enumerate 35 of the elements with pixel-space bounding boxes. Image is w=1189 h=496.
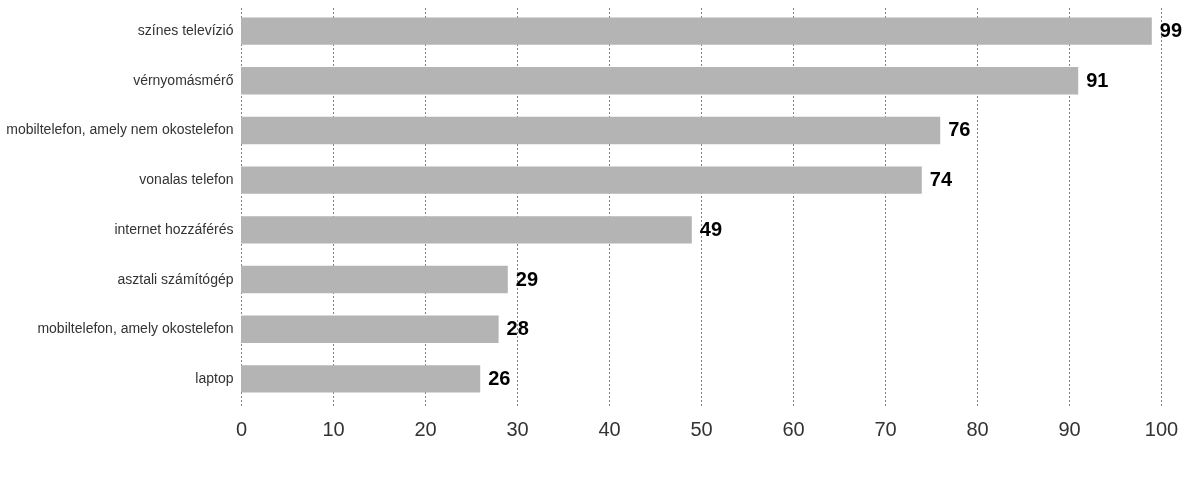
data-label: 26 (488, 366, 511, 389)
y-tick-label: mobiltelefon, amely okostelefon (37, 320, 234, 337)
y-tick-label: mobiltelefon, amely nem okostelefon (6, 121, 234, 138)
bar (241, 315, 499, 343)
x-tick-label: 50 (690, 417, 713, 440)
bar (241, 67, 1079, 95)
y-tick-label: színes televízió (137, 22, 234, 39)
x-tick-label: 0 (235, 417, 248, 440)
bar (241, 166, 922, 194)
data-label: 91 (1086, 68, 1109, 91)
data-label: 49 (699, 217, 723, 240)
bar (241, 265, 508, 294)
y-tick-label: asztali számítógép (117, 270, 234, 287)
x-tick-label: 30 (506, 417, 529, 440)
y-tick-label: vérnyomásmérő (133, 71, 234, 88)
y-tick-label: vonalas telefon (139, 171, 234, 188)
x-tick-label: 40 (598, 417, 621, 440)
x-tick-label: 80 (966, 417, 989, 440)
data-label: 76 (948, 118, 971, 141)
x-tick-label: 100 (1144, 417, 1179, 440)
x-tick-label: 90 (1058, 417, 1081, 440)
data-label: 29 (515, 267, 539, 290)
x-tick-label: 70 (874, 417, 897, 440)
data-label: 99 (1159, 19, 1183, 42)
x-tick-label: 20 (414, 417, 437, 440)
bar (241, 216, 692, 244)
data-label: 74 (929, 168, 953, 191)
bar (241, 365, 481, 393)
bar (241, 17, 1152, 45)
data-label: 28 (506, 317, 529, 340)
y-tick-label: internet hozzáférés (114, 220, 234, 237)
x-tick-label: 10 (322, 417, 345, 440)
bar (241, 116, 941, 145)
x-tick-label: 60 (782, 417, 805, 440)
y-tick-label: laptop (195, 369, 234, 386)
